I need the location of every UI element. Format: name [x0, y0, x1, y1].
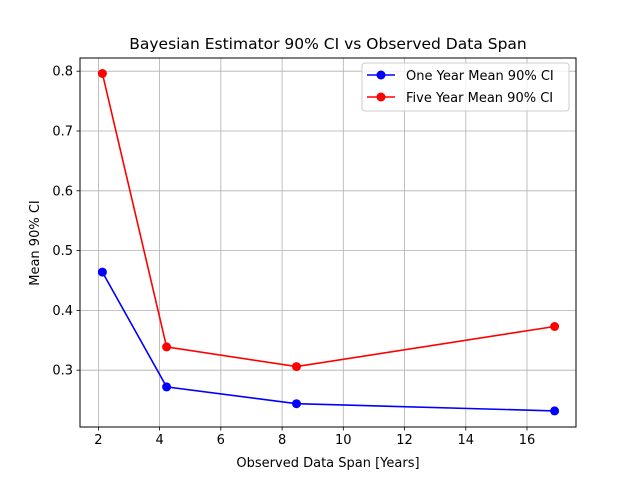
data-point-0-2 [292, 399, 301, 409]
x-tick-label: 4 [155, 433, 163, 448]
legend-swatch-marker-one-year [376, 70, 386, 80]
data-point-1-3 [550, 322, 560, 331]
y-tick-label: 0.6 [52, 184, 73, 199]
legend-label-five-year: Five Year Mean 90% CI [406, 91, 553, 106]
y-tick-label: 0.7 [52, 125, 73, 140]
x-axis-label: Observed Data Span [Years] [236, 456, 419, 471]
series-line-1 [101, 73, 555, 368]
series-layer [97, 69, 560, 416]
x-tick-label: 10 [335, 433, 352, 448]
data-point-0-3 [550, 406, 560, 416]
y-tick-label: 0.8 [52, 65, 73, 80]
data-point-1-1 [162, 342, 172, 352]
x-tick-label: 8 [278, 433, 286, 448]
data-point-0-1 [162, 382, 172, 392]
legend: One Year Mean 90% CI Five Year Mean 90% … [361, 62, 570, 112]
y-tick-label: 0.4 [52, 304, 73, 319]
x-tick-label: 2 [94, 433, 102, 448]
data-point-0-0 [97, 267, 107, 277]
y-tick-label: 0.5 [52, 244, 73, 259]
legend-box [361, 62, 570, 112]
data-point-1-0 [97, 69, 107, 78]
x-tick-label: 14 [458, 433, 475, 448]
ticks: 2 4 6 8 10 12 14 16 0.3 0.4 0.5 0.6 0.7 0.8 [52, 65, 535, 448]
series-line-0 [101, 271, 555, 412]
data-point-1-2 [292, 362, 301, 372]
x-tick-label: 12 [396, 433, 413, 448]
x-tick-label: 6 [217, 433, 225, 448]
y-tick-label: 0.3 [52, 364, 73, 379]
legend-label-one-year: One Year Mean 90% CI [406, 69, 554, 84]
y-axis-label: Mean 90% CI [28, 200, 43, 286]
grid [80, 58, 576, 427]
x-tick-label: 16 [519, 433, 536, 448]
chart-title: Bayesian Estimator 90% CI vs Observed Da… [129, 35, 527, 53]
legend-swatch-marker-five-year [376, 92, 386, 102]
axes-frame [79, 57, 577, 428]
